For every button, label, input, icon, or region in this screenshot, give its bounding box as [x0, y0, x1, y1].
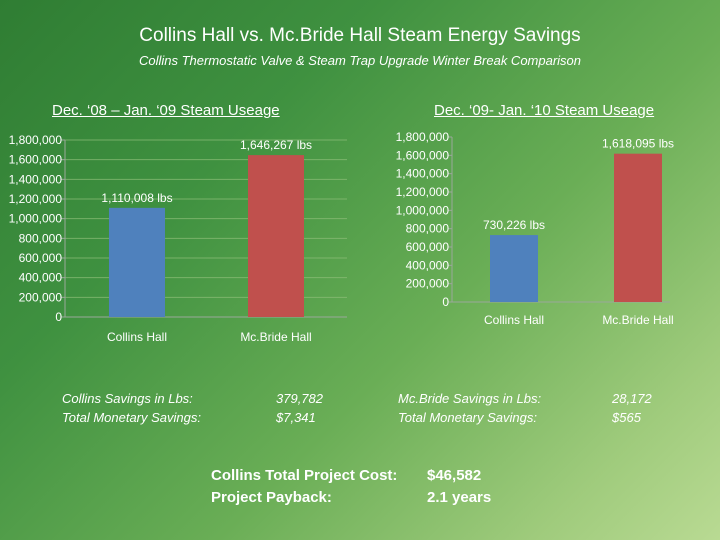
- y-tick-label: 1,000,000: [396, 203, 450, 217]
- bar: [248, 155, 304, 317]
- data-label: 730,226 lbs: [483, 218, 545, 232]
- y-tick-label: 600,000: [19, 251, 63, 265]
- project-values: $46,582 2.1 years: [427, 465, 491, 509]
- project-cost-value: $46,582: [427, 467, 482, 484]
- y-tick-label: 1,200,000: [9, 192, 63, 206]
- y-tick-label: 0: [55, 310, 62, 324]
- y-tick-label: 1,800,000: [9, 133, 63, 147]
- chart-2: 0 200,000 400,000 600,000 800,000 1,000,000 1,…: [396, 130, 674, 327]
- y-tick-label: 200,000: [19, 290, 63, 304]
- collins-savings-lbs-label: Collins Savings in Lbs:: [62, 391, 193, 406]
- mcbride-monetary-savings-value: $565: [612, 410, 641, 425]
- chart-2-title: Dec. ‘09- Jan. ‘10 Steam Useage: [434, 102, 655, 119]
- y-tick-label: 1,400,000: [396, 167, 450, 181]
- y-tick-label: 800,000: [406, 222, 450, 236]
- page-subtitle: Collins Thermostatic Valve & Steam Trap …: [138, 53, 582, 68]
- project-labels: Collins Total Project Cost: Project Payb…: [211, 465, 397, 509]
- y-tick-label: 400,000: [19, 271, 63, 285]
- project-payback-value: 2.1 years: [427, 489, 492, 506]
- y-tick-label: 1,600,000: [9, 153, 63, 167]
- project-cost-label: Collins Total Project Cost:: [211, 467, 398, 484]
- y-tick-label: 1,800,000: [396, 130, 450, 144]
- data-label: 1,618,095 lbs: [602, 137, 674, 151]
- page-title: Collins Hall vs. Mc.Bride Hall Steam Ene…: [139, 25, 581, 46]
- category-label: Collins Hall: [484, 313, 544, 327]
- collins-savings-labels: Collins Savings in Lbs: Total Monetary S…: [62, 389, 201, 427]
- bar: [109, 207, 165, 317]
- y-tick-label: 1,400,000: [9, 172, 63, 186]
- collins-savings-values: 379,782 $7,341: [276, 389, 323, 427]
- y-tick-label: 800,000: [19, 231, 63, 245]
- collins-monetary-savings-label: Total Monetary Savings:: [62, 410, 201, 425]
- bar: [490, 235, 538, 302]
- category-label: Mc.Bride Hall: [602, 313, 673, 327]
- bar: [614, 153, 662, 302]
- category-label: Collins Hall: [107, 330, 167, 344]
- y-tick-label: 400,000: [406, 258, 450, 272]
- category-label: Mc.Bride Hall: [240, 330, 311, 344]
- mcbride-savings-lbs-label: Mc.Bride Savings in Lbs:: [398, 391, 542, 406]
- data-label: 1,646,267 lbs: [240, 138, 312, 152]
- collins-monetary-savings-value: $7,341: [276, 410, 316, 425]
- mcbride-savings-labels: Mc.Bride Savings in Lbs: Total Monetary …: [398, 389, 541, 427]
- y-tick-label: 1,200,000: [396, 185, 450, 199]
- y-tick-label: 600,000: [406, 240, 450, 254]
- y-tick-label: 1,600,000: [396, 148, 450, 162]
- y-tick-label: 200,000: [406, 277, 450, 291]
- y-tick-label: 1,000,000: [9, 212, 63, 226]
- collins-savings-lbs-value: 379,782: [276, 391, 323, 406]
- y-tick-label: 0: [442, 295, 449, 309]
- chart-1-title: Dec. ‘08 – Jan. ‘09 Steam Useage: [52, 102, 280, 119]
- mcbride-savings-lbs-value: 28,172: [612, 391, 652, 406]
- data-label: 1,110,008 lbs: [101, 191, 172, 205]
- mcbride-monetary-savings-label: Total Monetary Savings:: [398, 410, 537, 425]
- mcbride-savings-values: 28,172 $565: [612, 389, 652, 427]
- chart-1: 0 200,000 400,000 600,000 800,000 1,000,000 1,…: [9, 133, 347, 344]
- project-payback-label: Project Payback:: [211, 489, 332, 506]
